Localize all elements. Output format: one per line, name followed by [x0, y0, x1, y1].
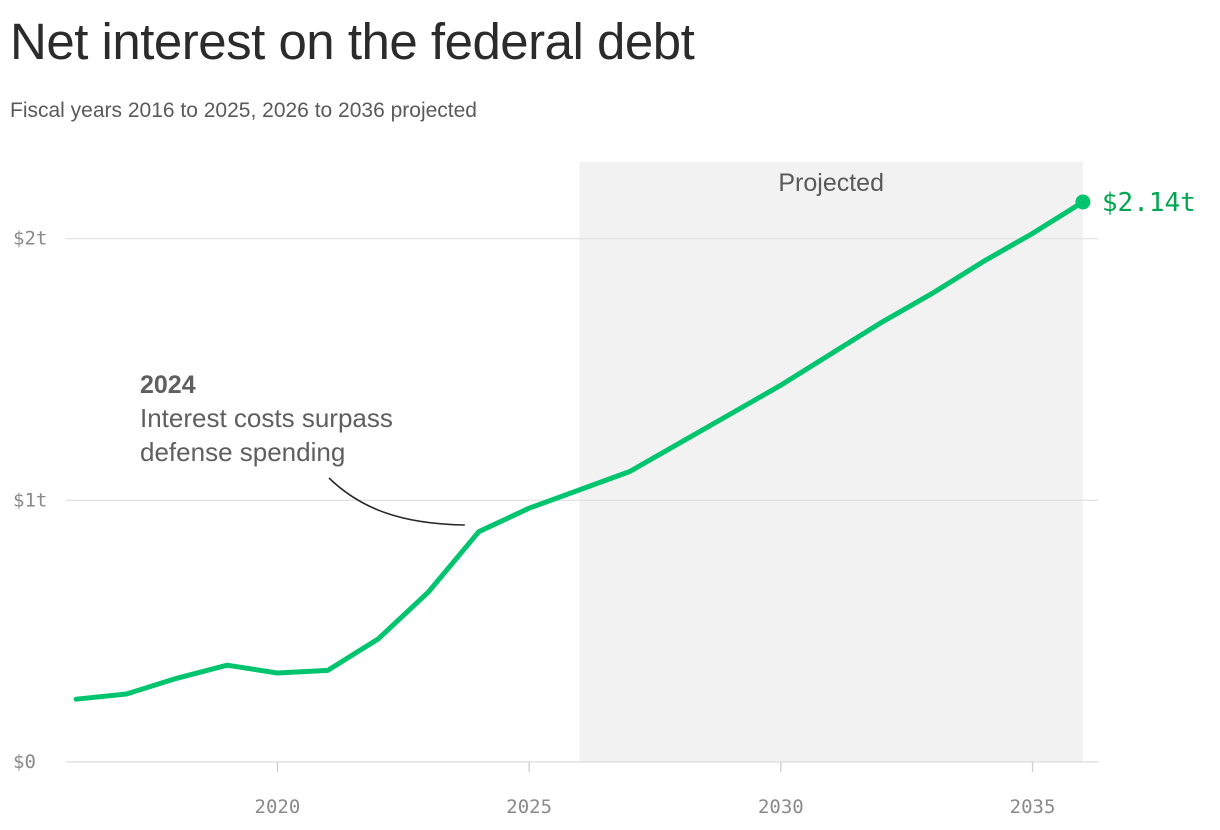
x-tick-label: 2035: [1010, 796, 1056, 818]
y-axis-ticks: $0 $1t $2t: [13, 228, 47, 773]
data-point-2032: [880, 320, 884, 324]
series-line: [73, 199, 1086, 702]
y-tick-label: $1t: [13, 489, 47, 511]
data-point-2022: [376, 637, 380, 641]
data-point-2033: [930, 292, 934, 296]
annotation-connector: [328, 477, 465, 526]
annotation-heading: 2024: [140, 371, 196, 399]
projected-region-label: Projected: [778, 169, 884, 197]
annotation-text-line-2: defense spending: [140, 437, 345, 467]
annotation-text-line-1: Interest costs surpass: [140, 403, 393, 433]
data-point-2031: [829, 352, 833, 356]
x-tick-label: 2030: [758, 796, 804, 818]
data-point-2024: [477, 530, 481, 534]
grid-lines: [66, 237, 1098, 763]
data-point-2026: [577, 488, 581, 492]
y-tick-label: $2t: [13, 228, 47, 250]
data-point-2021: [326, 668, 330, 672]
data-point-2023: [426, 590, 430, 594]
data-point-2029: [729, 412, 733, 416]
chart-subtitle: Fiscal years 2016 to 2025, 2026 to 2036 …: [10, 99, 477, 122]
projected-region-band: [579, 162, 1083, 762]
data-point-2030: [779, 383, 783, 387]
chart-title: Net interest on the federal debt: [10, 13, 695, 70]
data-point-2017: [124, 692, 128, 696]
data-point-2016: [74, 697, 78, 701]
data-point-2019: [225, 663, 229, 667]
y-tick-label: $0: [13, 751, 36, 773]
x-axis-ticks: 2020 2025 2030 2035: [255, 762, 1056, 818]
data-point-2035: [1031, 231, 1035, 235]
data-point-2028: [678, 441, 682, 445]
x-tick-label: 2025: [506, 796, 552, 818]
data-point-2027: [628, 470, 632, 474]
data-point-2018: [175, 676, 179, 680]
data-point-2020: [275, 671, 279, 675]
data-point-2034: [980, 260, 984, 264]
annotation: 2024 Interest costs surpass defense spen…: [140, 371, 465, 526]
end-point-marker: [1075, 194, 1091, 210]
end-value-label: $2.14t: [1102, 188, 1196, 218]
data-point-2025: [527, 506, 531, 510]
x-tick-label: 2020: [255, 796, 301, 818]
